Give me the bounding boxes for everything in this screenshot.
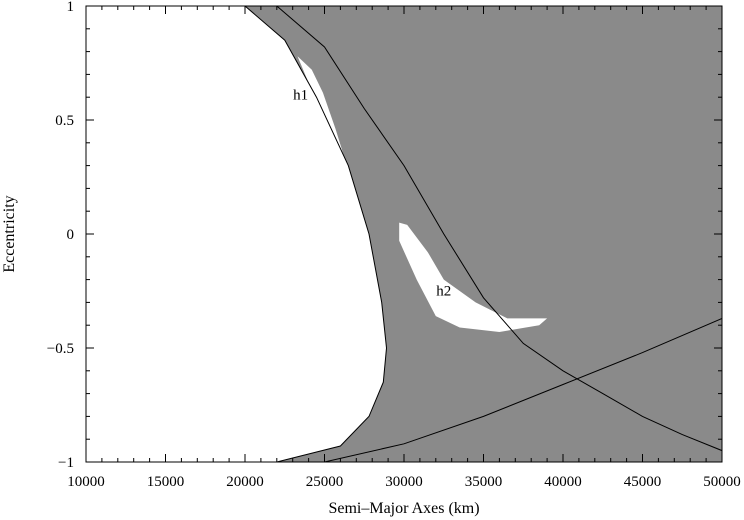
x-tick-label: 50000: [703, 474, 741, 490]
x-axis-title: Semi–Major Axes (km): [328, 500, 479, 517]
boundary-curve: [244, 6, 388, 462]
x-tick-label: 25000: [306, 474, 344, 490]
y-tick-label: 0: [67, 227, 75, 243]
x-tick-label: 10000: [67, 474, 105, 490]
annotation-h2: h2: [436, 284, 451, 300]
x-tick-label: 45000: [624, 474, 662, 490]
x-tick-label: 30000: [385, 474, 423, 490]
x-tick-label: 20000: [226, 474, 264, 490]
axes: 10000 15000 20000 25000 30000 35000 40000 45000…: [47, 0, 741, 490]
y-tick-label: −0.5: [47, 341, 74, 357]
plot-area: [86, 6, 722, 462]
stable-region: [86, 6, 387, 462]
island-h1: [297, 56, 357, 216]
curve-1: [276, 6, 722, 452]
annotation-h1: h1: [293, 87, 308, 103]
x-tick-label: 35000: [465, 474, 503, 490]
y-axis-title: Eccentricity: [1, 195, 18, 272]
curve-2: [324, 317, 722, 462]
y-tick-label: 0.5: [55, 113, 74, 129]
x-tick-label: 40000: [544, 474, 582, 490]
y-tick-label: −1: [58, 455, 74, 471]
island-h2: [399, 222, 548, 332]
annotations: h1 h2: [293, 87, 451, 299]
x-tick-label: 15000: [147, 474, 185, 490]
y-tick-label: 1: [67, 0, 75, 15]
